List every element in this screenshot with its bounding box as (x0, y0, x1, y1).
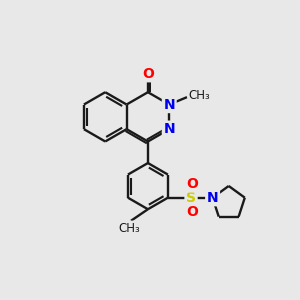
Text: CH₃: CH₃ (188, 89, 210, 102)
Text: O: O (187, 177, 199, 191)
Text: N: N (164, 122, 175, 136)
Text: CH₃: CH₃ (118, 222, 140, 235)
Text: N: N (164, 98, 175, 112)
Text: N: N (207, 191, 218, 205)
Text: O: O (187, 205, 199, 218)
Text: S: S (186, 191, 196, 205)
Text: O: O (142, 67, 154, 81)
